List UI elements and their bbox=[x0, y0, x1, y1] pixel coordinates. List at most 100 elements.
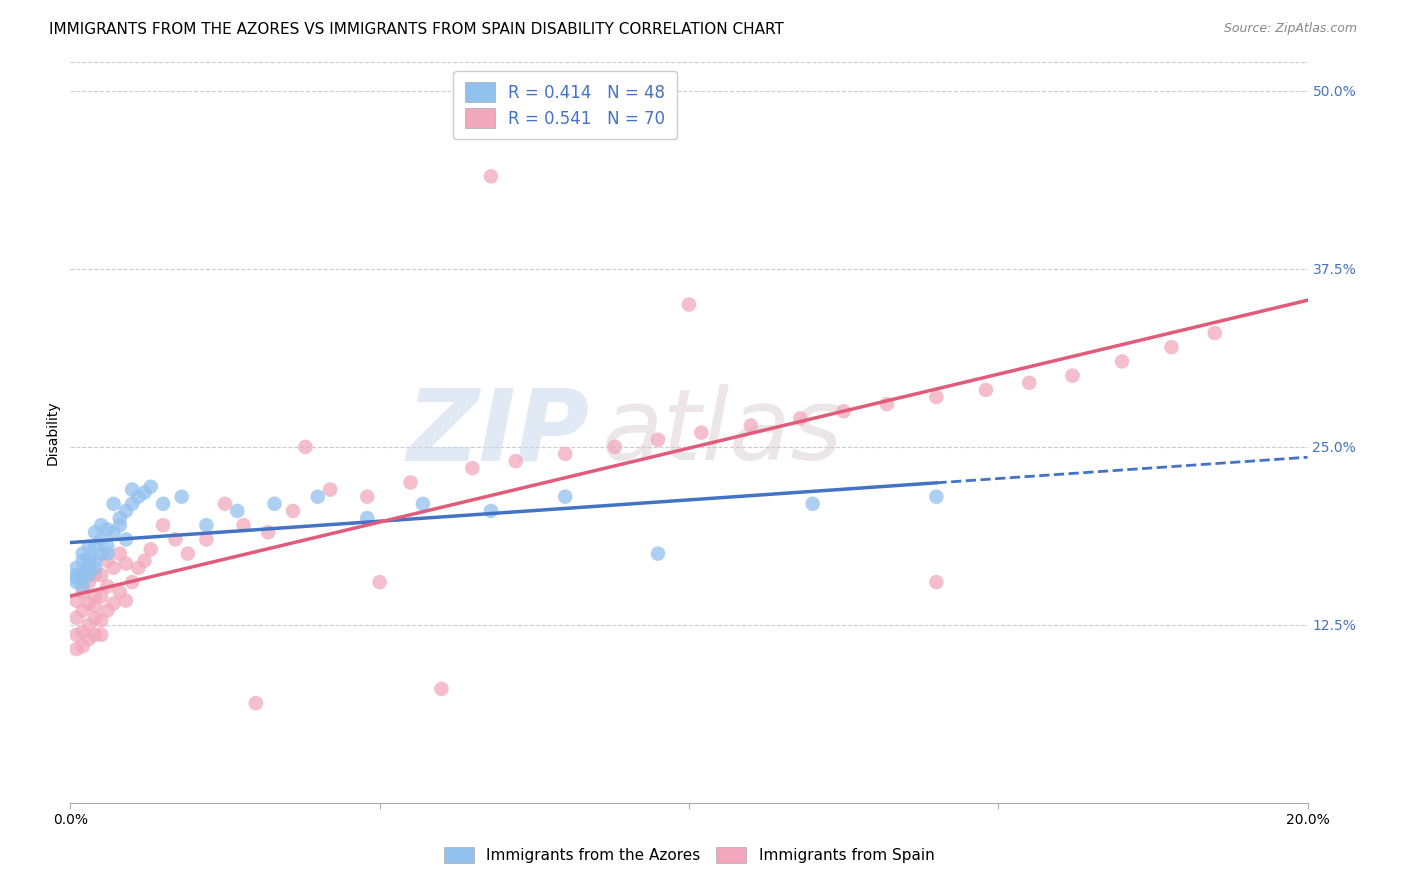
Point bbox=[96, 523, 118, 537]
Point bbox=[1018, 376, 1040, 390]
Point bbox=[96, 547, 118, 561]
Point bbox=[195, 518, 218, 533]
Point bbox=[65, 642, 87, 657]
Point bbox=[84, 628, 107, 642]
Point bbox=[368, 575, 391, 590]
Point bbox=[90, 568, 112, 582]
Point bbox=[925, 575, 948, 590]
Point bbox=[65, 571, 87, 585]
Point bbox=[90, 518, 112, 533]
Point bbox=[84, 554, 107, 568]
Point bbox=[90, 590, 112, 604]
Point bbox=[1160, 340, 1182, 354]
Point bbox=[108, 585, 131, 599]
Point bbox=[1111, 354, 1133, 368]
Point bbox=[84, 561, 107, 575]
Point bbox=[170, 490, 193, 504]
Point bbox=[690, 425, 713, 440]
Point bbox=[399, 475, 422, 490]
Point bbox=[77, 540, 100, 554]
Point bbox=[165, 533, 187, 547]
Point bbox=[647, 433, 669, 447]
Point bbox=[65, 628, 87, 642]
Point bbox=[72, 571, 94, 585]
Point bbox=[72, 604, 94, 618]
Y-axis label: Disability: Disability bbox=[45, 401, 59, 465]
Point bbox=[72, 554, 94, 568]
Point bbox=[65, 610, 87, 624]
Point bbox=[152, 497, 174, 511]
Point bbox=[96, 579, 118, 593]
Point bbox=[77, 568, 100, 582]
Point bbox=[232, 518, 254, 533]
Point bbox=[90, 533, 112, 547]
Point bbox=[479, 504, 502, 518]
Point bbox=[90, 547, 112, 561]
Text: atlas: atlas bbox=[602, 384, 844, 481]
Point bbox=[65, 593, 87, 607]
Point bbox=[139, 542, 162, 557]
Point bbox=[307, 490, 329, 504]
Point bbox=[72, 571, 94, 585]
Point bbox=[214, 497, 236, 511]
Point bbox=[65, 575, 87, 590]
Point bbox=[412, 497, 434, 511]
Point bbox=[832, 404, 855, 418]
Point bbox=[103, 597, 125, 611]
Point bbox=[925, 490, 948, 504]
Text: IMMIGRANTS FROM THE AZORES VS IMMIGRANTS FROM SPAIN DISABILITY CORRELATION CHART: IMMIGRANTS FROM THE AZORES VS IMMIGRANTS… bbox=[49, 22, 785, 37]
Point bbox=[115, 504, 138, 518]
Point bbox=[103, 497, 125, 511]
Point bbox=[139, 480, 162, 494]
Point bbox=[554, 490, 576, 504]
Point bbox=[77, 550, 100, 565]
Point bbox=[108, 518, 131, 533]
Point bbox=[925, 390, 948, 404]
Point bbox=[115, 557, 138, 571]
Point bbox=[84, 568, 107, 582]
Point bbox=[245, 696, 267, 710]
Point bbox=[103, 525, 125, 540]
Text: Source: ZipAtlas.com: Source: ZipAtlas.com bbox=[1223, 22, 1357, 36]
Point bbox=[90, 628, 112, 642]
Point bbox=[121, 575, 143, 590]
Point bbox=[84, 540, 107, 554]
Text: ZIP: ZIP bbox=[406, 384, 591, 481]
Legend: Immigrants from the Azores, Immigrants from Spain: Immigrants from the Azores, Immigrants f… bbox=[437, 841, 941, 869]
Point bbox=[263, 497, 285, 511]
Point bbox=[121, 497, 143, 511]
Point bbox=[96, 604, 118, 618]
Point bbox=[72, 547, 94, 561]
Point bbox=[134, 485, 156, 500]
Point bbox=[195, 533, 218, 547]
Point bbox=[77, 557, 100, 571]
Point bbox=[72, 565, 94, 579]
Point bbox=[72, 579, 94, 593]
Point bbox=[77, 561, 100, 575]
Point bbox=[257, 525, 280, 540]
Point bbox=[281, 504, 304, 518]
Point bbox=[789, 411, 811, 425]
Point bbox=[77, 617, 100, 632]
Point bbox=[801, 497, 824, 511]
Point bbox=[84, 525, 107, 540]
Point bbox=[356, 490, 378, 504]
Point bbox=[134, 554, 156, 568]
Point bbox=[115, 533, 138, 547]
Point bbox=[90, 614, 112, 628]
Point bbox=[108, 547, 131, 561]
Point bbox=[647, 547, 669, 561]
Point bbox=[84, 590, 107, 604]
Point bbox=[319, 483, 342, 497]
Point bbox=[96, 554, 118, 568]
Point bbox=[72, 639, 94, 653]
Point bbox=[356, 511, 378, 525]
Point bbox=[72, 585, 94, 599]
Point bbox=[876, 397, 898, 411]
Point bbox=[77, 632, 100, 646]
Point bbox=[177, 547, 200, 561]
Point bbox=[505, 454, 527, 468]
Point bbox=[77, 597, 100, 611]
Point bbox=[65, 561, 87, 575]
Point bbox=[115, 593, 138, 607]
